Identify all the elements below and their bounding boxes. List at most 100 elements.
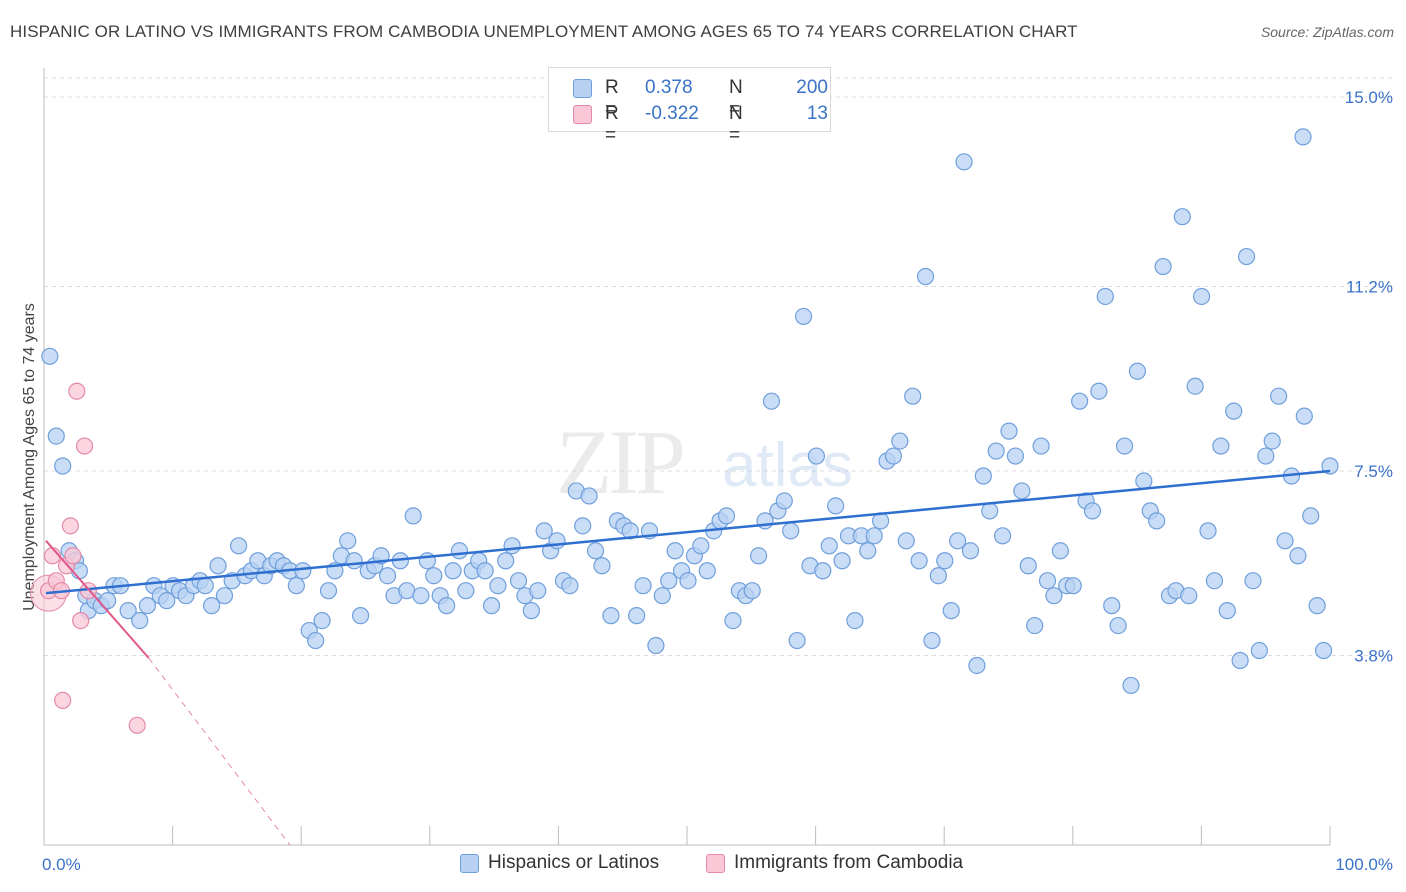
pink-point [68, 382, 86, 400]
blue-point [378, 567, 397, 585]
blue-point [54, 457, 72, 475]
blue-point [230, 537, 248, 555]
blue-point [961, 542, 980, 560]
x-tick-label-max: 100.0% [1335, 855, 1393, 874]
blue-point [820, 537, 838, 555]
blue-point [574, 517, 592, 535]
blue-point [287, 577, 305, 595]
blue-point [1064, 577, 1082, 595]
blue-point [910, 552, 928, 570]
blue-point [698, 562, 716, 580]
blue-point [444, 562, 462, 580]
blue-point [1186, 377, 1204, 395]
blue-point [482, 597, 501, 615]
blue-point [1115, 437, 1134, 455]
pink-trend-extension [148, 657, 291, 846]
blue-point [1096, 287, 1114, 306]
blue-point [1218, 602, 1236, 620]
blue-point [1128, 362, 1147, 380]
blue-point [923, 631, 941, 650]
blue-point [1032, 437, 1050, 455]
y-tick-label: 11.2% [1346, 277, 1393, 296]
legend-r-label: R = [605, 77, 619, 120]
blue-point [1045, 587, 1063, 605]
pink-point [75, 437, 94, 455]
blue-point [993, 527, 1012, 545]
blue-point [833, 552, 851, 570]
blue-point [1173, 208, 1191, 226]
legend-r-label: R = [605, 103, 619, 146]
blue-point [1122, 676, 1140, 695]
blue-point [1294, 128, 1312, 146]
blue-point [807, 447, 826, 465]
legend-swatch-pink [573, 105, 592, 124]
blue-point [692, 537, 710, 555]
blue-point [412, 587, 430, 605]
x-tick-label-min: 0.0% [42, 855, 81, 874]
blue-point [1250, 641, 1268, 660]
blue-point [628, 607, 646, 625]
blue-point [1199, 522, 1217, 540]
blue-point [1103, 597, 1121, 615]
legend-swatch-blue [573, 79, 592, 98]
pink-trend-line [45, 540, 150, 659]
bottom-legend-swatch-pink [706, 854, 725, 873]
pink-point [54, 691, 72, 709]
blue-point [1148, 512, 1166, 530]
blue-point [47, 427, 65, 445]
axes [43, 68, 1331, 846]
blue-point [788, 631, 806, 650]
pink-point [72, 611, 90, 630]
blue-point [593, 557, 611, 575]
blue-point [1321, 457, 1339, 475]
blue-point [827, 497, 845, 515]
blue-point [1038, 572, 1057, 590]
blue-point [215, 587, 234, 605]
blue-point [904, 387, 922, 405]
blue-point [949, 532, 967, 550]
blue-point [351, 607, 370, 625]
blue-point [981, 502, 999, 520]
source-label: Source: ZipAtlas.com [1260, 24, 1394, 40]
blue-point [1308, 597, 1326, 615]
data-points [30, 128, 1339, 734]
y-tick-label: 15.0% [1345, 88, 1393, 107]
blue-point [196, 577, 214, 595]
blue-point [602, 607, 620, 625]
blue-point [865, 527, 883, 545]
blue-point [916, 267, 935, 286]
blue-point [119, 602, 137, 620]
blue-point [782, 522, 800, 540]
blue-point [438, 597, 456, 615]
blue-point [209, 557, 227, 575]
pink-point [64, 547, 82, 565]
blue-point [1154, 257, 1172, 276]
blue-point [653, 587, 671, 605]
blue-point [41, 347, 59, 365]
blue-point [1276, 532, 1294, 550]
stats-legend: R = 0.378 N = 200 R = -0.322 N = 13 [548, 67, 831, 146]
legend-r-value: 0.378 [645, 77, 693, 98]
blue-point [158, 592, 176, 610]
blue-point [1314, 641, 1333, 660]
blue-point [1244, 572, 1262, 590]
blue-trend-line [45, 469, 1331, 595]
blue-point [319, 582, 338, 600]
legend-n-value: 200 [796, 77, 828, 98]
y-tick-label: 3.8% [1354, 647, 1393, 666]
blue-point [425, 567, 443, 585]
bottom-legend-label-pink: Immigrants from Cambodia [734, 852, 964, 873]
blue-point [794, 307, 813, 326]
blue-point [561, 577, 579, 595]
watermark-atlas: atlas [722, 431, 853, 500]
blue-point [634, 577, 652, 595]
blue-point [814, 562, 832, 580]
bottom-legend-swatch-blue [460, 854, 479, 873]
blue-point [203, 597, 221, 615]
blue-point [535, 522, 553, 540]
blue-point [138, 597, 157, 615]
blue-point [1289, 547, 1307, 565]
tick-labels: 3.8% 7.5% 11.2% 15.0% 0.0% 100.0% [42, 88, 1393, 874]
blue-point [1109, 616, 1127, 635]
blue-point [1212, 437, 1230, 455]
